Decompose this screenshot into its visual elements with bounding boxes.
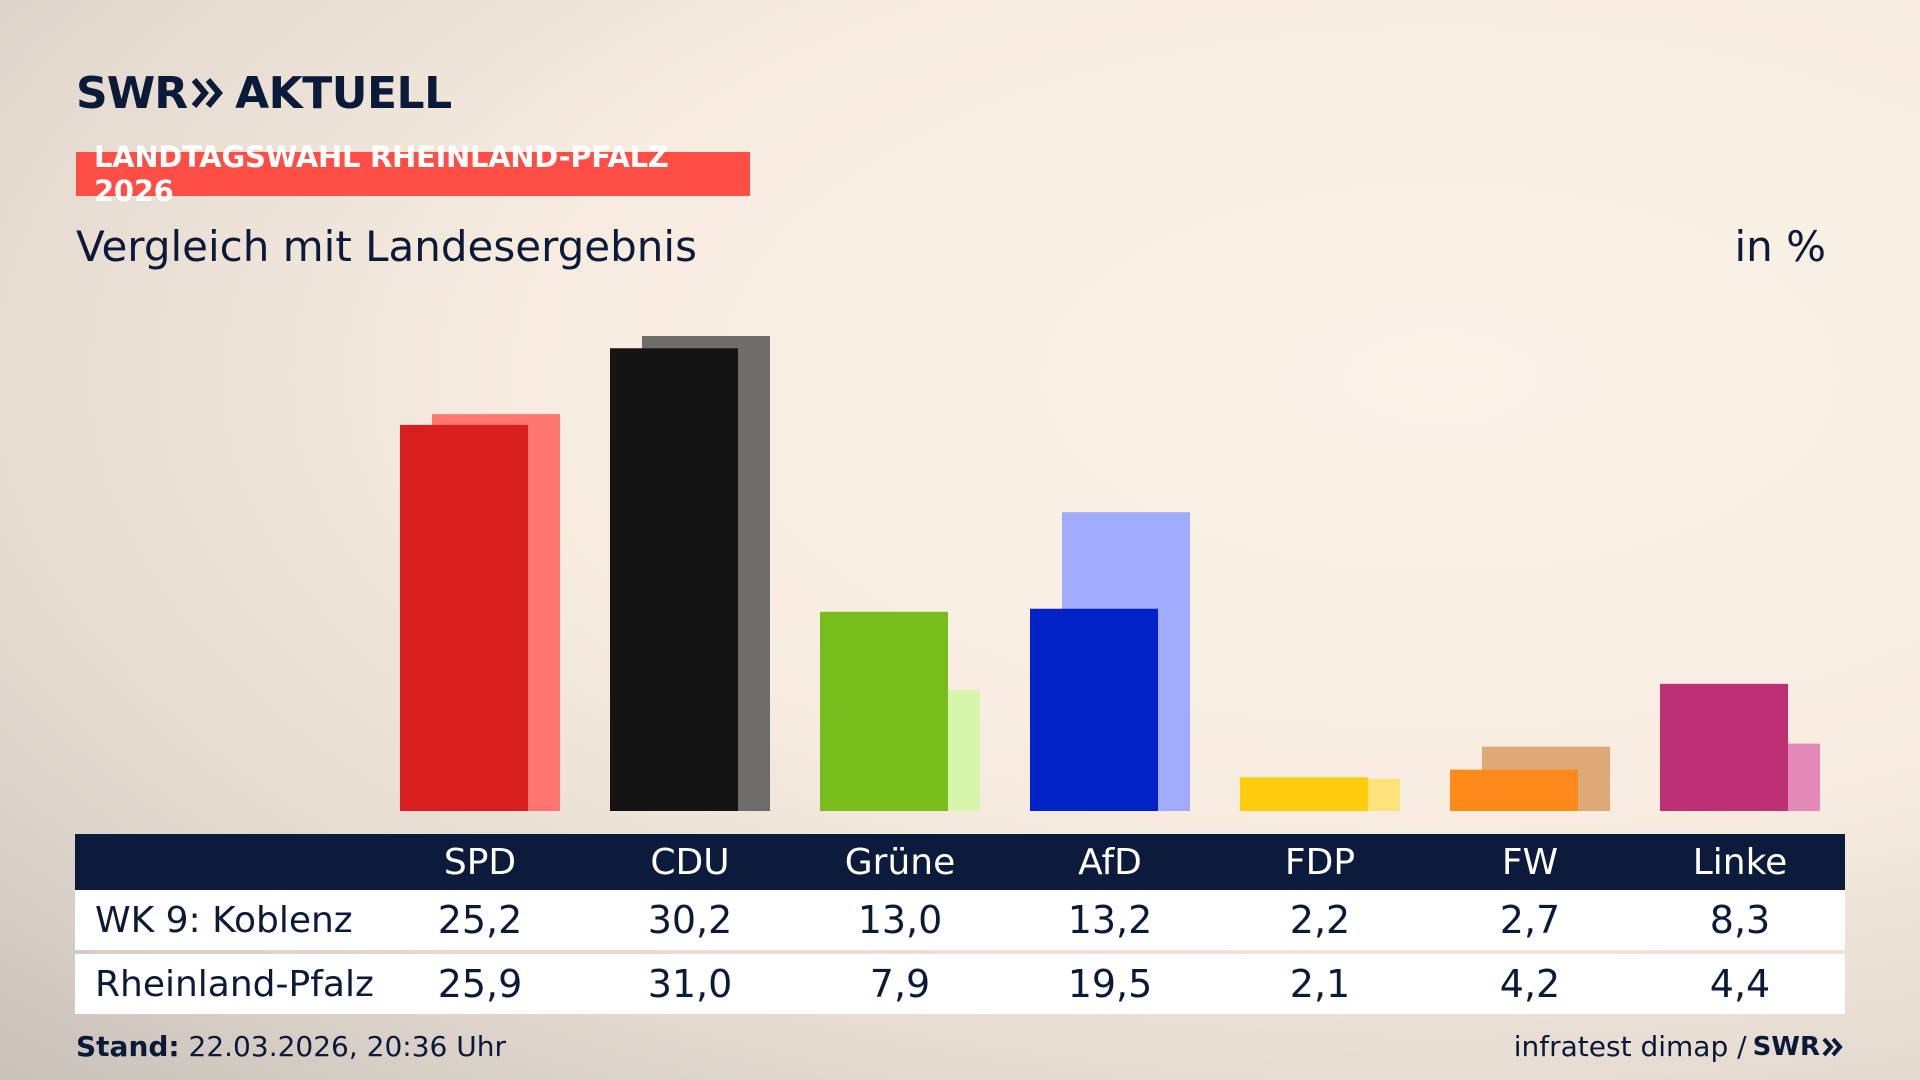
stand-label: Stand:	[76, 1030, 180, 1063]
chart-subtitle: Vergleich mit Landesergebnis	[76, 222, 697, 271]
bar-state-cdu	[642, 336, 770, 811]
bar-constituency-afd	[1030, 608, 1158, 811]
logo-swr-text: SWR	[76, 67, 188, 119]
column-header-gruene: Grüne	[844, 841, 956, 883]
bar-constituency-linke	[1660, 683, 1788, 811]
results-table: SPD CDU Grüne AfD FDP FW Linke WK 9: Koblenz 25…	[75, 834, 1845, 1014]
value-cell-afd: 13,2	[1067, 898, 1153, 942]
bar-constituency-cdu	[610, 348, 738, 811]
bar-constituency-fw	[1450, 769, 1578, 811]
bar-state-fw	[1482, 746, 1610, 811]
value-cell-fdp: 2,2	[1289, 898, 1351, 942]
column-header-linke: Linke	[1692, 841, 1788, 883]
timestamp: Stand: 22.03.2026, 20:36 Uhr	[76, 1030, 506, 1063]
value-cell-fdp: 2,1	[1289, 962, 1351, 1006]
bar-state-linke	[1692, 743, 1820, 811]
value-cell-fw: 2,7	[1499, 898, 1561, 942]
table-row-rheinland-pfalz: Rheinland-Pfalz 25,9 31,0 7,9 19,5 2,1 4,2 4,4	[75, 954, 1845, 1014]
column-header-spd: SPD	[443, 841, 517, 883]
bar-state-gruene	[852, 689, 980, 811]
value-cell-cdu: 30,2	[647, 898, 733, 942]
bar-state-fdp	[1272, 778, 1400, 811]
column-header-fdp: FDP	[1284, 841, 1356, 883]
table-row-koblenz: WK 9: Koblenz 25,2 30,2 13,0 13,2 2,2 2,7 8,3	[75, 890, 1845, 950]
bar-state-spd	[432, 414, 560, 811]
bar-constituency-gruene	[820, 611, 948, 811]
row-label: WK 9: Koblenz	[95, 899, 353, 941]
bar-state-afd	[1062, 512, 1190, 811]
row-label: Rheinland-Pfalz	[95, 963, 374, 1005]
bar-constituency-fdp	[1240, 777, 1368, 811]
column-header-fw: FW	[1501, 841, 1559, 883]
double-chevron-icon-small	[1822, 1037, 1843, 1056]
stand-value: 22.03.2026, 20:36 Uhr	[188, 1030, 506, 1063]
value-cell-linke: 8,3	[1709, 898, 1771, 942]
value-cell-cdu: 31,0	[647, 962, 733, 1006]
unit-label: in %	[1734, 222, 1826, 271]
value-cell-fw: 4,2	[1499, 962, 1561, 1006]
value-cell-linke: 4,4	[1709, 962, 1771, 1006]
logo-aktuell-text: AKTUELL	[235, 67, 452, 119]
table-header: SPD CDU Grüne AfD FDP FW Linke	[75, 834, 1845, 890]
source-text: infratest dimap /	[1513, 1030, 1747, 1063]
election-tag: LANDTAGSWAHL RHEINLAND-PFALZ 2026	[76, 140, 750, 208]
value-cell-spd: 25,2	[437, 898, 523, 942]
value-cell-gruene: 13,0	[857, 898, 943, 942]
source-brand: SWR	[1752, 1031, 1820, 1062]
swr-aktuell-logo: SWR AKTUELL	[76, 67, 452, 119]
value-cell-gruene: 7,9	[869, 962, 931, 1006]
value-cell-afd: 19,5	[1067, 962, 1153, 1006]
value-cell-spd: 25,9	[437, 962, 523, 1006]
column-header-cdu: CDU	[650, 841, 730, 883]
source-credit: infratest dimap / SWR	[1514, 1030, 1844, 1063]
double-chevron-icon	[191, 78, 224, 108]
column-header-afd: AfD	[1078, 841, 1142, 883]
bar-constituency-spd	[400, 424, 528, 811]
